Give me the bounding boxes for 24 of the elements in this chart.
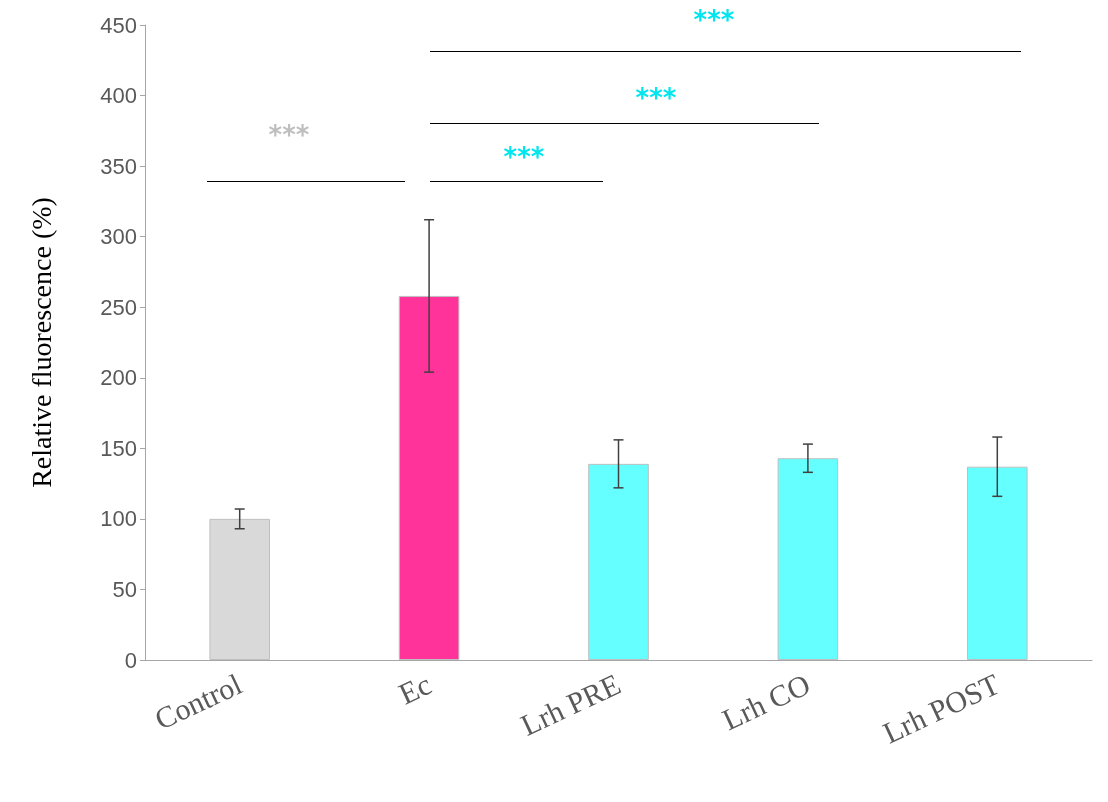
- bar: [777, 458, 839, 660]
- x-tick-label: Lrh POST: [877, 667, 1005, 750]
- annotation: ***: [634, 83, 678, 113]
- y-tick-label: 150: [100, 435, 137, 461]
- bar: [967, 466, 1028, 660]
- annotation: ***: [692, 5, 736, 35]
- bar: [398, 295, 460, 660]
- x-tick-label: Lrh CO: [717, 667, 815, 737]
- bar: [588, 463, 649, 660]
- annotation: ***: [502, 142, 546, 172]
- y-tick-label: 0: [124, 647, 137, 673]
- y-tick-label: 350: [100, 153, 137, 179]
- y-tick-label: 50: [112, 576, 137, 602]
- bar: [209, 518, 270, 660]
- y-tick-label: 100: [100, 506, 137, 532]
- y-tick-label: 400: [100, 83, 137, 109]
- x-tick-label: Ec: [393, 667, 437, 711]
- y-tick-label: 250: [100, 294, 137, 320]
- y-tick-label: 200: [100, 365, 137, 391]
- y-tick-label: 450: [100, 12, 137, 38]
- annotation: ***: [267, 120, 311, 150]
- y-axis-title: Relative fluorescence (%): [25, 197, 57, 488]
- x-tick-label: Lrh PRE: [515, 667, 626, 742]
- y-tick-label: 300: [100, 224, 137, 250]
